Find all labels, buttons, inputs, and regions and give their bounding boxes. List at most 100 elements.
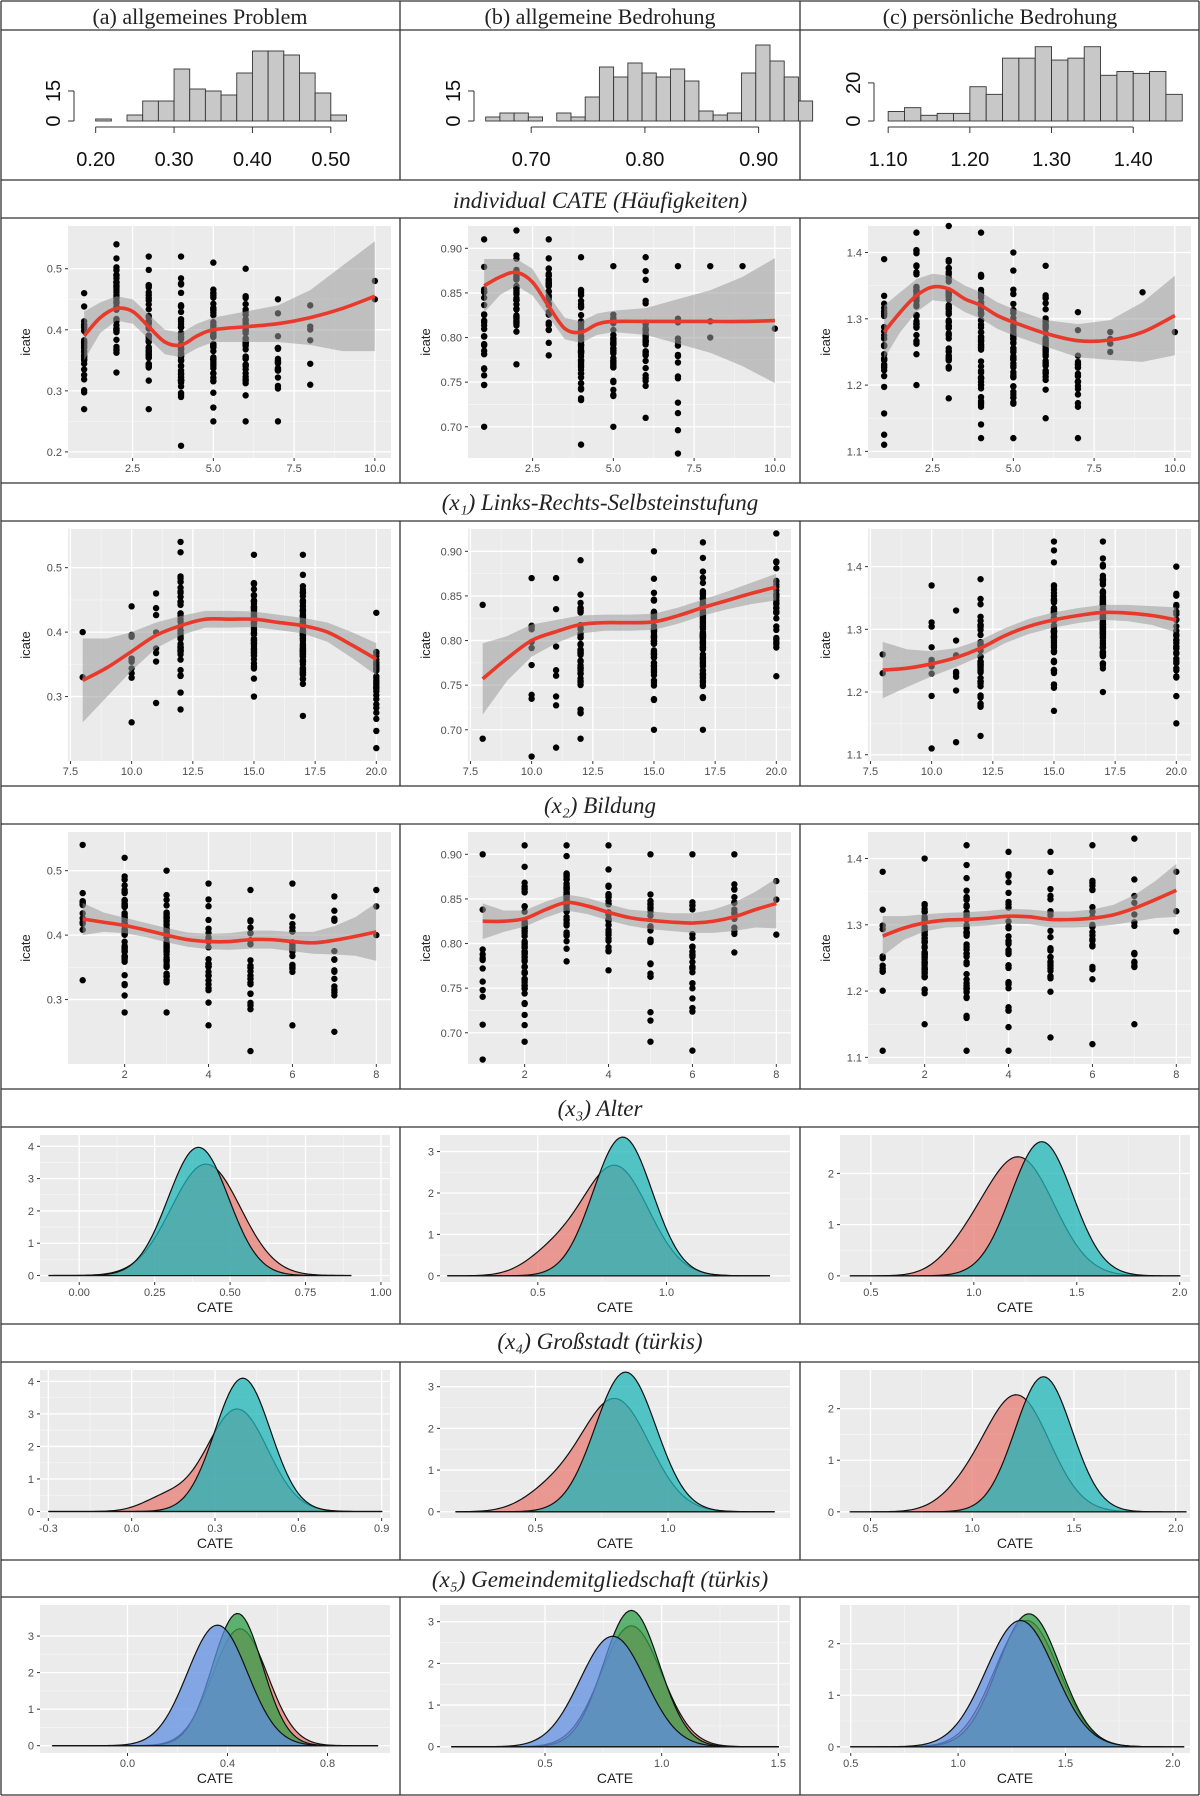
histogram-panel-1: 0.70 0.80 0.90 0 15	[443, 44, 814, 171]
data-point	[289, 913, 296, 920]
data-point	[731, 851, 738, 858]
data-point	[1005, 985, 1012, 992]
data-point	[163, 918, 170, 925]
data-point	[647, 1038, 654, 1045]
data-point	[773, 615, 780, 622]
histogram-bar	[527, 116, 543, 122]
data-point	[210, 356, 217, 363]
data-point	[242, 418, 249, 425]
data-point	[177, 656, 184, 663]
y-tick-label: 0.5	[47, 563, 62, 575]
data-point	[163, 867, 170, 874]
histogram-bar	[598, 66, 615, 122]
data-point	[1099, 589, 1107, 597]
data-point	[177, 601, 184, 609]
data-point	[1005, 901, 1012, 908]
x-tick-label: 0.6	[291, 1523, 306, 1535]
data-point	[699, 635, 707, 642]
data-point	[521, 1011, 528, 1019]
data-point	[205, 916, 212, 924]
data-point	[731, 893, 738, 901]
data-point	[642, 357, 649, 365]
data-point	[121, 889, 128, 897]
data-point	[250, 603, 258, 610]
histogram-bar	[1149, 71, 1167, 122]
data-point	[1042, 367, 1049, 374]
data-point	[880, 383, 888, 391]
data-point	[80, 405, 88, 413]
x-tick-label: 7.5	[863, 766, 878, 778]
chart-panel-13: 0.5 1.0 0 1 2 3 CATE	[428, 1135, 790, 1315]
data-point	[1099, 688, 1107, 696]
x-tick-label: 20.0	[766, 766, 787, 778]
data-point	[577, 380, 585, 387]
data-point	[113, 369, 120, 376]
histogram-bar	[220, 94, 238, 122]
data-point	[528, 661, 535, 669]
plot-background	[868, 529, 1191, 761]
data-point	[1042, 361, 1049, 369]
x-tick-label: 10.0	[1164, 463, 1185, 475]
data-point	[479, 851, 486, 858]
data-point	[1010, 356, 1017, 363]
x-tick-label: 0.5	[843, 1758, 858, 1770]
data-point	[299, 582, 307, 590]
data-point	[1010, 399, 1017, 406]
data-point	[1010, 388, 1017, 395]
data-point	[513, 328, 520, 335]
data-point	[577, 289, 585, 296]
data-point	[152, 590, 160, 597]
data-point	[674, 450, 682, 457]
data-point	[1005, 978, 1012, 986]
data-point	[977, 229, 985, 236]
data-point	[1050, 681, 1058, 688]
data-point	[274, 418, 282, 425]
data-point	[331, 986, 338, 993]
data-point	[577, 666, 584, 674]
x-tick-label: 0.50	[311, 149, 350, 171]
histogram-bar	[953, 112, 971, 122]
y-tick-label: 0.4	[47, 930, 62, 942]
data-point	[521, 903, 528, 910]
x-tick-label: 7.5	[63, 766, 78, 778]
data-point	[928, 582, 935, 589]
data-point	[605, 890, 612, 898]
smooth-line	[882, 284, 1176, 344]
data-point	[242, 292, 249, 300]
data-point	[242, 376, 249, 383]
data-point	[479, 993, 486, 1000]
data-point	[480, 365, 488, 372]
x-axis-label: CATE	[197, 1299, 233, 1315]
data-point	[177, 303, 185, 310]
data-point	[952, 607, 960, 614]
histogram-bar	[712, 114, 728, 122]
data-point	[699, 539, 707, 546]
y-tick-label: 1.2	[847, 986, 862, 998]
y-tick-label: 0.85	[441, 288, 462, 300]
data-point	[945, 310, 952, 318]
data-point	[913, 271, 920, 278]
data-point	[113, 271, 120, 278]
data-point	[152, 699, 160, 707]
y-tick-label: 1	[428, 1700, 434, 1712]
data-point	[521, 963, 528, 971]
section-label-x1: (x₁) Links-Rechts-Selbsteinstufung	[442, 490, 759, 515]
y-tick-label: 0	[443, 115, 465, 126]
chart-panel-5: 2.5 5.0 7.5 10.0 1.1 1.2 1.3 1.4 icate	[818, 222, 1191, 475]
histogram-bar	[936, 112, 954, 122]
data-point	[977, 385, 985, 392]
data-point	[963, 993, 970, 1001]
data-point	[1173, 692, 1180, 700]
data-point	[210, 418, 217, 425]
x-tick-label: 0.8	[320, 1758, 335, 1770]
y-tick-label: 0	[828, 1271, 834, 1283]
x-axis-label: CATE	[997, 1535, 1033, 1551]
confidence-band	[82, 902, 377, 961]
data-point	[689, 958, 696, 966]
data-point	[928, 692, 935, 700]
chart-panel-12: 0.00 0.25 0.50 0.75 1.00 0 1 2 3 4 CATE	[28, 1135, 392, 1315]
data-point	[1005, 950, 1012, 958]
data-point	[977, 683, 984, 690]
data-point	[480, 236, 488, 243]
data-point	[689, 1008, 696, 1015]
